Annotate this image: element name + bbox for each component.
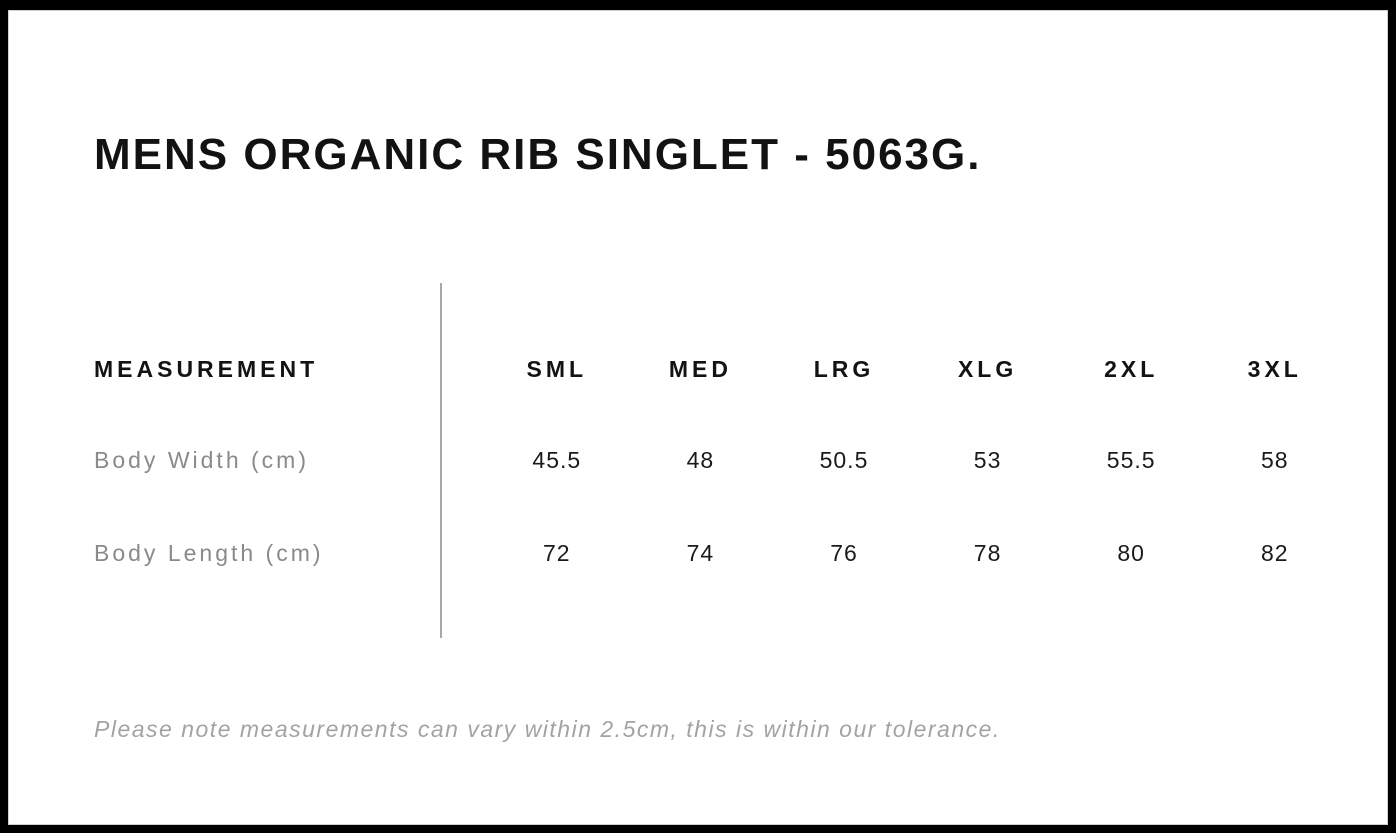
page-title: MENS ORGANIC RIB SINGLET - 5063G. xyxy=(94,130,982,180)
size-value-cell: 55.5 xyxy=(1106,446,1156,473)
table-row-body-width: Body Width (cm) 45.5 48 50.5 53 55.5 58 xyxy=(94,440,1347,480)
size-chart-page: MENS ORGANIC RIB SINGLET - 5063G. MEASUR… xyxy=(8,10,1388,825)
tolerance-note: Please note measurements can vary within… xyxy=(94,716,1001,742)
size-value-cell: 50.5 xyxy=(819,446,869,473)
size-value-cell: 82 xyxy=(1260,539,1289,566)
size-value-cell: 53 xyxy=(973,446,1002,473)
column-divider xyxy=(440,283,442,638)
size-value-cell: 80 xyxy=(1117,539,1145,566)
size-header-xlg: XLG xyxy=(957,355,1018,382)
size-value-cell: 76 xyxy=(830,539,858,566)
size-value-cell: 72 xyxy=(543,539,571,566)
size-header-sml: SML xyxy=(526,355,588,382)
size-value-cell: 58 xyxy=(1260,446,1289,473)
table-row-body-length: Body Length (cm) 72 74 76 78 80 82 xyxy=(94,533,1347,573)
size-table-header-row: MEASUREMENT SML MED LRG XLG 2XL 3XL xyxy=(94,349,1347,389)
size-header-2xl: 2XL xyxy=(1104,355,1159,382)
row-label-body-width: Body Width (cm) xyxy=(94,446,309,473)
size-value-cell: 74 xyxy=(686,539,715,566)
size-value-cell: 78 xyxy=(973,539,1002,566)
size-header-med: MED xyxy=(668,355,732,382)
measurement-header: MEASUREMENT xyxy=(94,355,319,382)
size-value-cell: 48 xyxy=(686,446,715,473)
row-label-body-length: Body Length (cm) xyxy=(94,539,324,566)
size-header-3xl: 3XL xyxy=(1247,355,1302,382)
size-value-cell: 45.5 xyxy=(532,446,582,473)
size-header-lrg: LRG xyxy=(813,355,875,382)
